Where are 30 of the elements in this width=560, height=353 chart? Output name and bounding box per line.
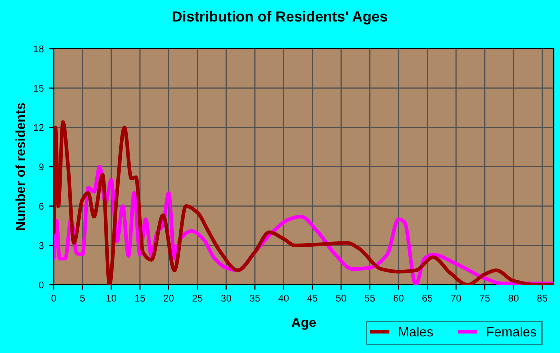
x-tick-label: 50 [336, 294, 346, 302]
x-tick-label: 40 [278, 294, 289, 302]
x-tick-label: 55 [365, 295, 376, 302]
x-tick-label: 45 [307, 295, 318, 302]
x-tick-label: 0 [52, 294, 56, 302]
legend-label: Males [399, 327, 434, 337]
x-tick-label: 35 [250, 294, 260, 302]
y-tick-label: 0 [39, 282, 44, 289]
y-axis-title: Number of residents [16, 103, 26, 230]
y-tick-label: 6 [39, 203, 44, 210]
x-tick-label: 70 [451, 294, 462, 302]
x-tick-label: 15 [136, 295, 146, 302]
y-tick-label: 18 [34, 46, 44, 53]
x-tick-label: 30 [221, 294, 232, 302]
x-tick-label: 85 [538, 294, 548, 302]
x-tick-label: 20 [164, 294, 174, 302]
x-axis-title: Age [292, 318, 316, 330]
y-tick-label: 12 [34, 124, 44, 132]
x-tick-label: 80 [508, 294, 519, 302]
y-tick-label: 15 [34, 85, 44, 92]
x-tick-label: 25 [192, 294, 203, 302]
chart-title: Distribution of Residents' Ages [172, 11, 388, 25]
x-tick-label: 5 [80, 295, 86, 302]
x-tick-label: 60 [394, 294, 404, 302]
legend-label: Females [487, 327, 536, 337]
x-tick-label: 65 [422, 294, 433, 302]
x-tick-label: 75 [480, 295, 490, 302]
y-tick-label: 9 [39, 164, 44, 171]
y-tick-label: 3 [39, 242, 44, 250]
x-tick-label: 10 [106, 294, 116, 302]
